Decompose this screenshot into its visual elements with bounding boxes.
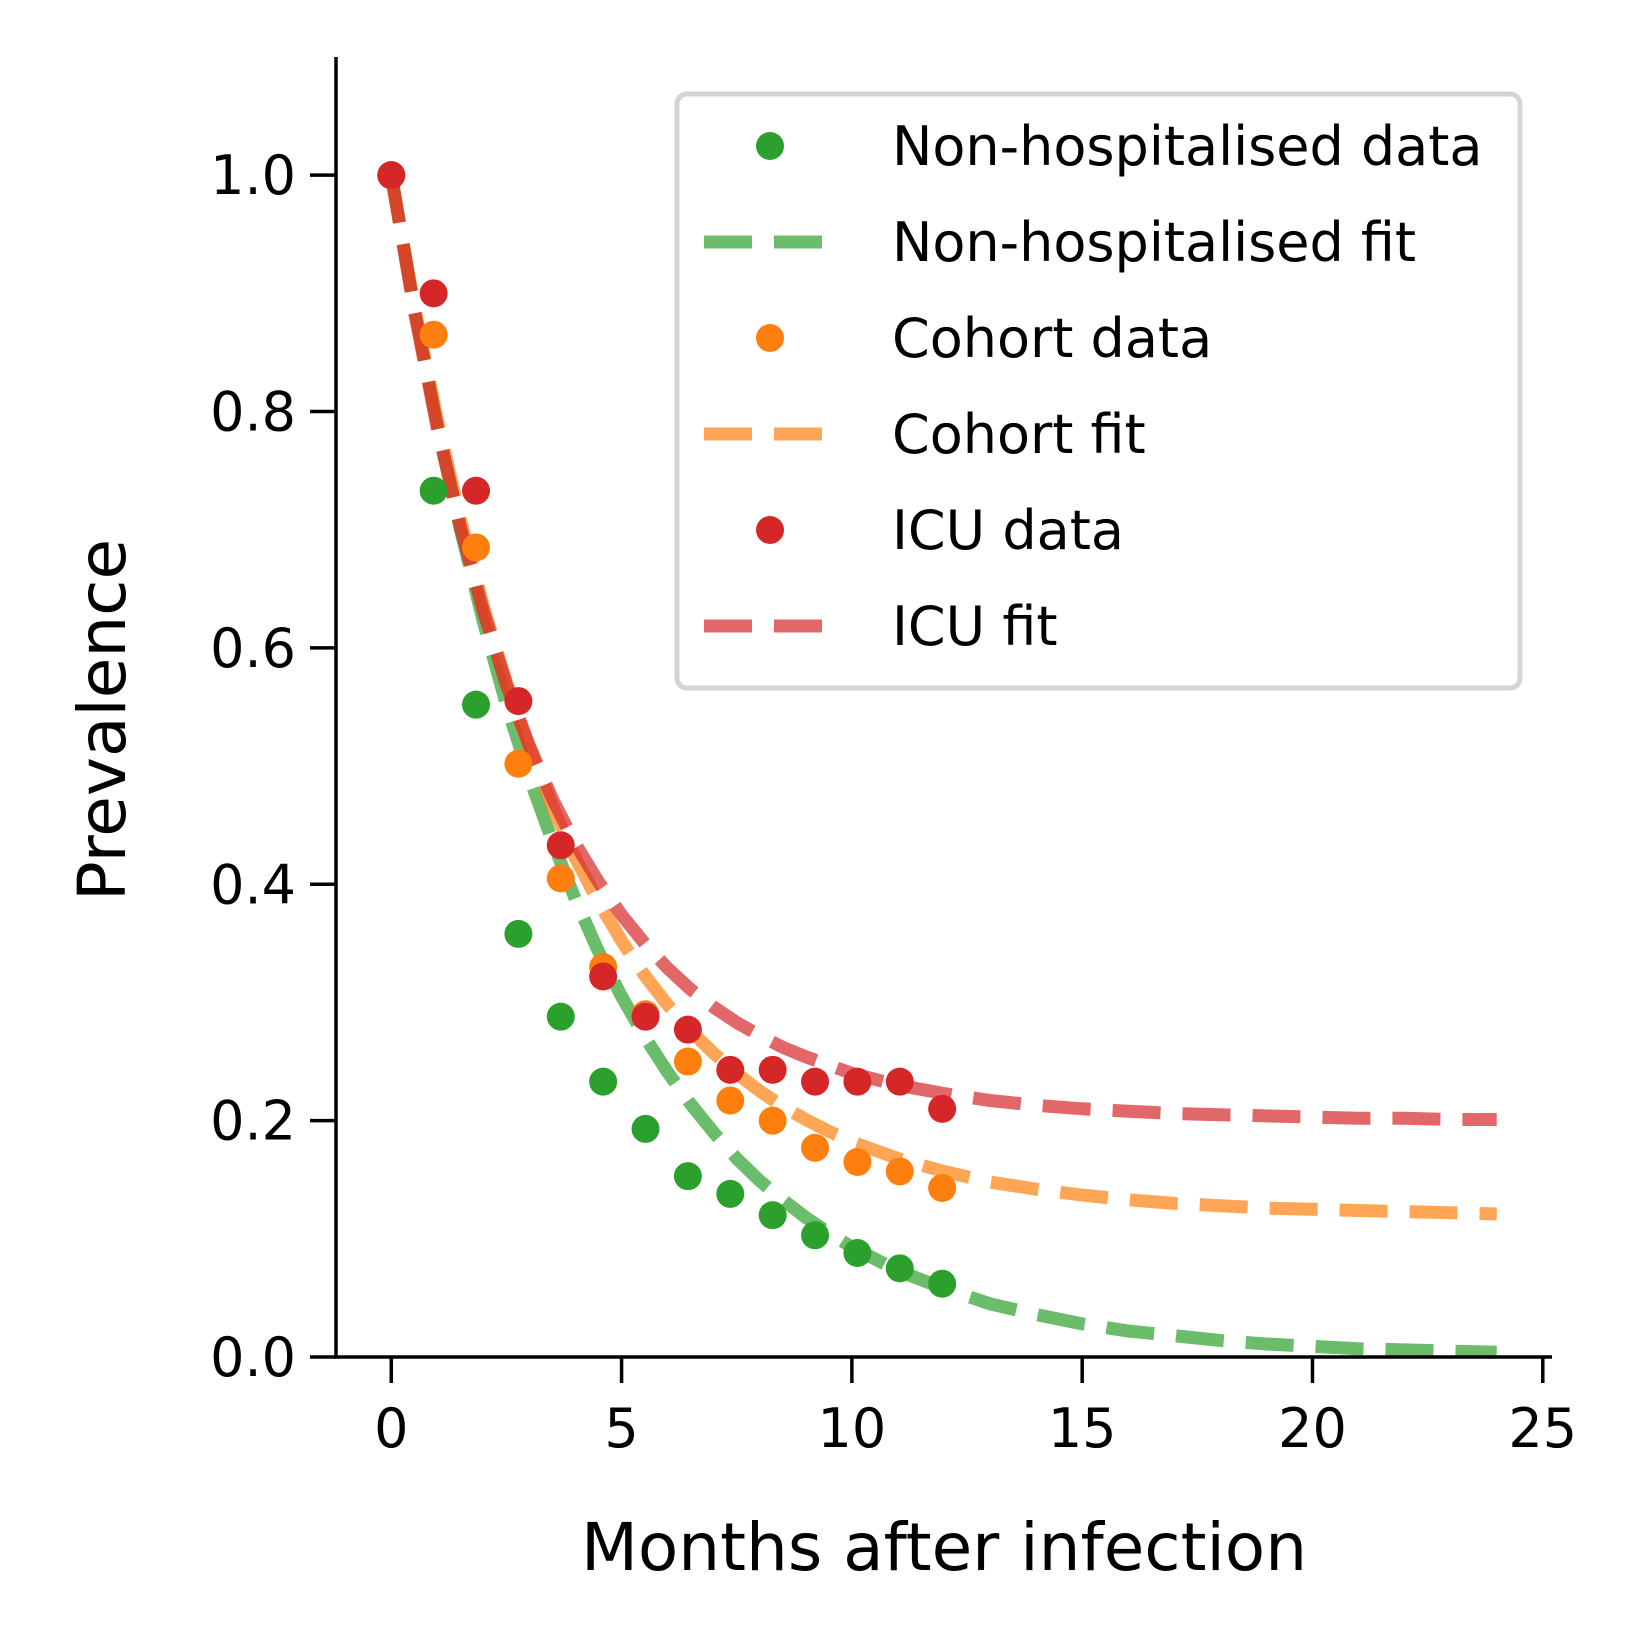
icu-data-point <box>716 1055 745 1084</box>
x-tick-label: 0 <box>374 1397 408 1460</box>
legend-marker <box>756 516 784 544</box>
cohort-data-point <box>673 1047 702 1076</box>
legend-label: ICU fit <box>892 595 1058 658</box>
icu-data-point <box>589 962 618 991</box>
icu-data-point <box>673 1015 702 1044</box>
y-tick-label: 1.0 <box>210 144 296 207</box>
legend-marker <box>756 132 784 160</box>
legend-entry-icu-fit: ICU fit <box>704 595 1058 658</box>
x-axis-label: Months after infection <box>581 1509 1307 1586</box>
non-hospitalised-data-point <box>928 1269 957 1298</box>
axes: 0 5 10 15 20 25 0.0 0.2 0.4 0.6 0.8 1.0 <box>210 57 1577 1460</box>
icu-data-point <box>843 1067 872 1096</box>
x-ticks: 0 5 10 15 20 25 <box>374 1357 1577 1460</box>
cohort-data-point <box>462 533 491 562</box>
y-ticks: 0.0 0.2 0.4 0.6 0.8 1.0 <box>210 144 336 1389</box>
y-axis-label: Prevalence <box>64 539 141 901</box>
legend-entry-non-hospitalised-data: Non-hospitalised data <box>756 115 1483 178</box>
icu-data-point <box>801 1067 830 1096</box>
non-hospitalised-data-point <box>801 1221 830 1250</box>
x-tick-label: 10 <box>818 1397 887 1460</box>
legend-entry-cohort-fit: Cohort fit <box>704 403 1146 466</box>
icu-data-point <box>928 1094 957 1123</box>
non-hospitalised-data-point <box>546 1002 575 1031</box>
x-tick-label: 20 <box>1278 1397 1347 1460</box>
legend-entries: Non-hospitalised data Non-hospitalised fi… <box>704 115 1483 658</box>
legend-entry-non-hospitalised-fit: Non-hospitalised fit <box>704 211 1416 274</box>
non-hospitalised-data-point <box>631 1114 660 1143</box>
non-hospitalised-data-point <box>885 1254 914 1283</box>
non-hospitalised-data-point <box>758 1201 787 1230</box>
legend-entry-cohort-data: Cohort data <box>756 307 1212 370</box>
cohort-data-point <box>504 749 533 778</box>
data-points <box>377 161 957 1298</box>
icu-data-point <box>631 1002 660 1031</box>
non-hospitalised-data-point <box>504 919 533 948</box>
cohort-data-point <box>928 1174 957 1202</box>
y-tick-label: 0.2 <box>210 1090 296 1153</box>
legend-entry-icu-data: ICU data <box>756 499 1124 562</box>
legend-label: Non-hospitalised data <box>892 115 1483 178</box>
non-hospitalised-data-point <box>673 1162 702 1191</box>
icu-data-point <box>546 831 575 860</box>
non-hospitalised-data-point <box>843 1239 872 1267</box>
x-tick-label: 15 <box>1048 1397 1117 1460</box>
legend-label: Cohort fit <box>892 403 1146 466</box>
cohort-data-point <box>801 1133 830 1162</box>
x-tick-label: 5 <box>604 1397 638 1460</box>
legend-label: Cohort data <box>892 307 1212 370</box>
icu-fit-line <box>384 174 1497 1126</box>
cohort-data-point <box>843 1148 872 1176</box>
legend-marker <box>756 324 784 352</box>
non-hospitalised-data-series <box>377 161 957 1298</box>
legend-label: Non-hospitalised fit <box>892 211 1416 274</box>
cohort-data-point <box>716 1086 745 1115</box>
legend: Non-hospitalised data Non-hospitalised fi… <box>674 91 1523 691</box>
non-hospitalised-data-point <box>462 690 491 719</box>
non-hospitalised-data-point <box>716 1179 745 1208</box>
non-hospitalised-data-point <box>589 1067 618 1096</box>
icu-data-point <box>419 279 448 308</box>
legend-label: ICU data <box>892 499 1124 562</box>
y-tick-label: 0.0 <box>210 1326 296 1389</box>
icu-data-point <box>758 1055 787 1084</box>
icu-data-point <box>504 687 533 716</box>
cohort-data-point <box>546 864 575 893</box>
cohort-data-point <box>758 1106 787 1135</box>
y-tick-label: 0.8 <box>210 381 296 444</box>
cohort-data-point <box>885 1157 914 1186</box>
y-tick-label: 0.6 <box>210 617 296 680</box>
x-tick-label: 25 <box>1508 1397 1577 1460</box>
y-tick-label: 0.4 <box>210 853 296 916</box>
icu-data-point <box>885 1067 914 1096</box>
non-hospitalised-data-point <box>419 476 448 505</box>
cohort-data-point <box>419 320 448 349</box>
icu-data-series <box>377 161 957 1123</box>
icu-data-point <box>462 476 491 505</box>
legend-frame <box>674 91 1523 691</box>
icu-data-point <box>377 161 406 190</box>
